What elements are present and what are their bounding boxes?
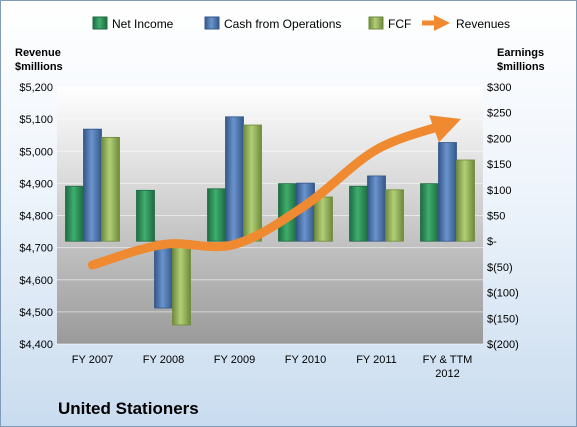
right-axis: $(200) $(150) $(100) $(50) $- $50 $100 $150 $200… bbox=[487, 82, 519, 351]
gridlines bbox=[57, 86, 483, 345]
legend-swatch-fcf bbox=[368, 16, 384, 30]
left-tick-label: $5,000 bbox=[19, 146, 53, 158]
right-tick-label: $200 bbox=[487, 133, 511, 145]
x-tick-label-line: FY & TTM bbox=[423, 354, 473, 366]
left-tick-label: $4,600 bbox=[19, 275, 53, 287]
bar-cash-from-operations bbox=[83, 128, 102, 242]
left-tick-label: $5,200 bbox=[19, 82, 53, 94]
bar-fcf bbox=[456, 159, 475, 242]
bar-net-income bbox=[65, 185, 84, 242]
bar-cash-from-operations bbox=[225, 116, 244, 242]
x-axis: FY 2007 FY 2008 FY 2009 FY 2010 FY 2011 FY & … bbox=[72, 354, 473, 380]
x-tick-label: FY 2007 bbox=[72, 354, 113, 366]
chart-title: United Stationers bbox=[58, 399, 199, 418]
legend: Net Income Cash from Operations FCF Reve… bbox=[92, 14, 510, 32]
left-tick-label: $5,100 bbox=[19, 114, 53, 126]
right-tick-label: $250 bbox=[487, 108, 511, 120]
legend-label-cash-from-operations: Cash from Operations bbox=[224, 17, 341, 31]
bar-cash-from-operations bbox=[438, 142, 457, 242]
left-tick-label: $4,900 bbox=[19, 178, 53, 190]
bar-net-income bbox=[349, 185, 368, 242]
bar-net-income bbox=[420, 183, 439, 242]
left-axis-title-line-2: $millions bbox=[15, 61, 63, 73]
right-tick-label: $150 bbox=[487, 159, 511, 171]
bar-fcf bbox=[243, 124, 262, 242]
x-tick-label-line: 2012 bbox=[435, 368, 459, 380]
x-tick-label-line: FY 2011 bbox=[356, 354, 397, 366]
left-axis: $4,400 $4,500 $4,600 $4,700 $4,800 $4,900 $5,0… bbox=[19, 82, 53, 351]
x-tick-label: FY 2008 bbox=[143, 354, 184, 366]
bar-fcf bbox=[172, 240, 191, 326]
bar-cash-from-operations bbox=[154, 240, 173, 309]
left-tick-label: $4,500 bbox=[19, 307, 53, 319]
x-tick-label-line: FY 2008 bbox=[143, 354, 184, 366]
x-tick-label: FY 2010 bbox=[285, 354, 326, 366]
x-tick-label-line: FY 2007 bbox=[72, 354, 113, 366]
legend-label-net-income: Net Income bbox=[112, 17, 174, 31]
right-tick-label: $300 bbox=[487, 82, 511, 94]
x-tick-label: FY 2009 bbox=[214, 354, 255, 366]
legend-label-revenues: Revenues bbox=[456, 17, 510, 31]
right-tick-label: $- bbox=[487, 236, 497, 248]
left-tick-label: $4,400 bbox=[19, 339, 53, 351]
right-axis-title-line-2: $millions bbox=[497, 61, 545, 73]
revenue-line bbox=[88, 115, 462, 270]
left-axis-title-line-1: Revenue bbox=[15, 47, 61, 59]
x-tick-label: FY & TTM 2012 bbox=[423, 354, 473, 380]
right-tick-label: $(100) bbox=[487, 288, 519, 300]
bar-fcf bbox=[385, 189, 404, 242]
x-tick-label: FY 2011 bbox=[356, 354, 397, 366]
right-tick-label: $(200) bbox=[487, 339, 519, 351]
legend-label-fcf: FCF bbox=[388, 17, 411, 31]
bar-net-income bbox=[136, 189, 155, 242]
right-tick-label: $50 bbox=[487, 211, 505, 223]
right-tick-label: $(150) bbox=[487, 313, 519, 325]
legend-swatch-net-income bbox=[92, 16, 108, 30]
right-axis-title-line-1: Earnings bbox=[497, 47, 544, 59]
bar-net-income bbox=[207, 188, 226, 242]
left-tick-label: $4,700 bbox=[19, 243, 53, 255]
bar-fcf bbox=[314, 196, 333, 242]
right-tick-label: $100 bbox=[487, 185, 511, 197]
legend-swatch-cash-from-operations bbox=[204, 16, 220, 30]
revenue-trend-line bbox=[88, 115, 462, 270]
bar-fcf bbox=[101, 136, 120, 242]
x-tick-label-line: FY 2009 bbox=[214, 354, 255, 366]
bar-cash-from-operations bbox=[367, 175, 386, 242]
left-tick-label: $4,800 bbox=[19, 211, 53, 223]
x-tick-label-line: FY 2010 bbox=[285, 354, 326, 366]
right-tick-label: $(50) bbox=[487, 262, 513, 274]
